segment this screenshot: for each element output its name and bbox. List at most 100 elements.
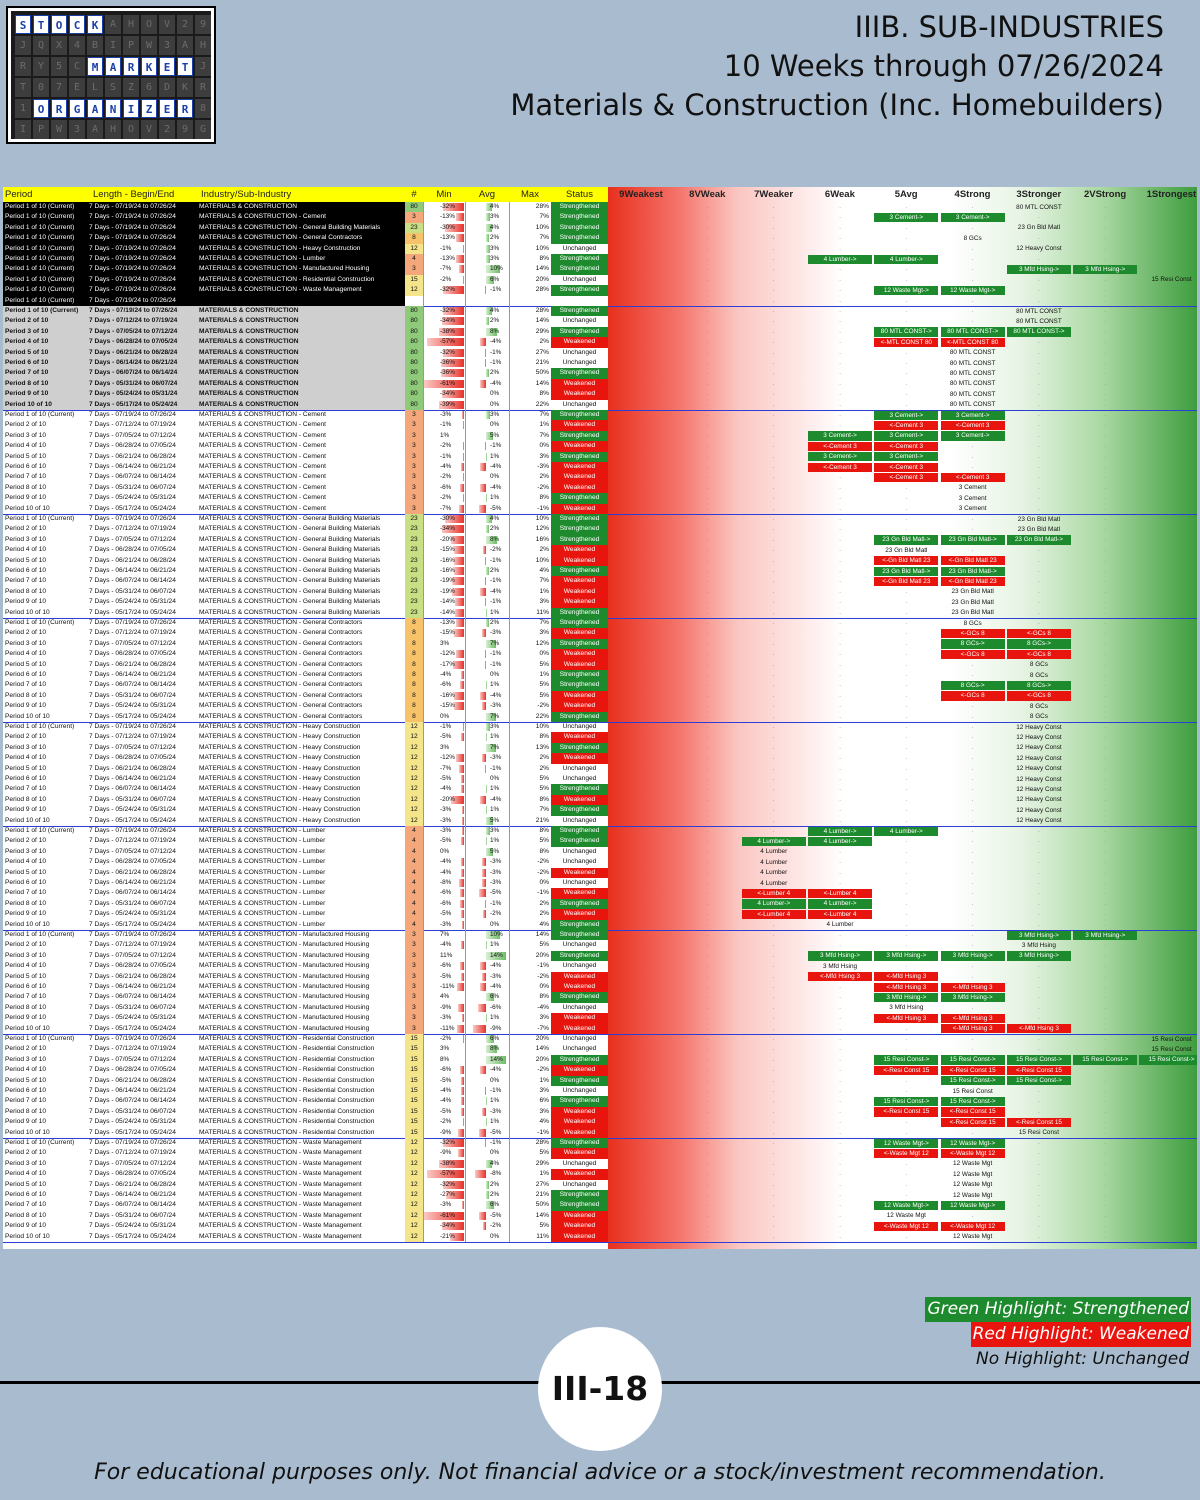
count-cell: 23 bbox=[405, 607, 423, 618]
industry-cell: MATERIALS & CONSTRUCTION bbox=[199, 337, 405, 348]
empty-marker: . bbox=[839, 724, 841, 730]
min-bar bbox=[458, 1003, 464, 1012]
length-cell: 7 Days - 07/19/24 to 07/26/24 bbox=[89, 243, 199, 254]
industry-cell: MATERIALS & CONSTRUCTION - Heavy Constru… bbox=[199, 743, 361, 751]
empty-marker: . bbox=[640, 484, 642, 491]
empty-marker: . bbox=[905, 1025, 908, 1032]
count-cell: 3 bbox=[405, 961, 423, 972]
industry-cell: MATERIALS & CONSTRUCTION - Residential C… bbox=[199, 1128, 375, 1136]
empty-marker: . bbox=[706, 214, 709, 221]
empty-marker: . bbox=[706, 963, 709, 970]
empty-marker: . bbox=[971, 848, 974, 855]
max-cell: -2% bbox=[509, 482, 551, 494]
min-cell: -4% bbox=[423, 784, 465, 795]
empty-marker: . bbox=[1170, 1108, 1173, 1115]
empty-marker: . bbox=[839, 1015, 841, 1022]
strength-label: <-GCs 8 bbox=[1006, 628, 1072, 639]
max-cell: 3% bbox=[509, 1086, 551, 1097]
header-zone-1: 8VWeak bbox=[689, 189, 726, 200]
avg-cell: 0% bbox=[465, 670, 509, 681]
avg-value: -1% bbox=[490, 286, 502, 294]
min-cell: -9% bbox=[423, 1148, 465, 1159]
min-value: -16% bbox=[440, 567, 455, 574]
count-cell: 8 bbox=[405, 233, 423, 244]
industry-cell: MATERIALS & CONSTRUCTION - Waste Managem… bbox=[199, 1211, 362, 1219]
avg-value: 3% bbox=[490, 827, 500, 834]
min-value: -36% bbox=[440, 359, 455, 366]
empty-marker: . bbox=[640, 1202, 642, 1209]
min-value: -2% bbox=[440, 442, 452, 450]
industry-cell: MATERIALS & CONSTRUCTION - Manufactured … bbox=[199, 931, 370, 938]
min-bar bbox=[460, 899, 464, 908]
strength-label: 23 Gn Bld Matl bbox=[885, 546, 928, 554]
empty-marker: . bbox=[772, 724, 775, 730]
empty-marker: . bbox=[971, 1212, 974, 1219]
empty-marker: . bbox=[640, 1223, 642, 1230]
empty-marker: . bbox=[905, 484, 908, 491]
status-badge: Strengthened bbox=[551, 670, 608, 681]
empty-marker: . bbox=[839, 474, 841, 481]
table-row: Period 5 of 10 7 Days - 06/21/24 to 06/28… bbox=[3, 1179, 1197, 1190]
logo-letter: X bbox=[51, 36, 67, 55]
avg-bar bbox=[486, 1097, 488, 1106]
empty-marker: . bbox=[1038, 620, 1040, 626]
avg-cell: 1% bbox=[465, 784, 509, 795]
status-badge: Strengthened bbox=[551, 836, 608, 847]
status-badge: Weakened bbox=[551, 545, 608, 556]
empty-marker: . bbox=[706, 318, 709, 325]
max-cell: 0% bbox=[509, 982, 551, 993]
empty-marker: . bbox=[1170, 1088, 1173, 1094]
strength-label: 12 Heavy Const bbox=[1016, 817, 1062, 825]
avg-bar bbox=[486, 275, 495, 284]
empty-marker: . bbox=[772, 1088, 775, 1094]
length-cell: 7 Days - 05/17/24 to 05/24/24 bbox=[89, 608, 176, 616]
period-cell: Period 10 of 10 bbox=[5, 920, 50, 928]
empty-marker: . bbox=[640, 994, 642, 1001]
count-cell: 23 bbox=[405, 576, 423, 587]
min-value: -32% bbox=[440, 286, 455, 294]
min-bar bbox=[461, 463, 464, 471]
min-value: -3% bbox=[440, 806, 452, 814]
legend-unchanged: No Highlight: Unchanged bbox=[976, 1349, 1189, 1369]
strength-label: 23 Gn Bld Matl bbox=[951, 609, 994, 617]
empty-marker: . bbox=[706, 713, 709, 720]
avg-value: -3% bbox=[490, 754, 502, 762]
length-cell: 7 Days - 07/12/24 to 07/19/24 bbox=[89, 316, 199, 327]
empty-marker: . bbox=[772, 973, 775, 980]
avg-bar bbox=[486, 244, 491, 253]
empty-marker: . bbox=[1170, 516, 1173, 522]
period-cell: Period 10 of 10 bbox=[5, 1128, 50, 1136]
industry-cell: MATERIALS & CONSTRUCTION - Waste Managem… bbox=[199, 1159, 362, 1167]
strength-label: 23 Gn Bld Matl bbox=[951, 588, 994, 596]
table-row: Period 6 of 10 7 Days - 06/14/24 to 06/21… bbox=[3, 566, 1197, 577]
empty-marker: . bbox=[1104, 443, 1107, 450]
length-cell: 7 Days - 05/17/24 to 05/24/24 bbox=[89, 1128, 176, 1136]
empty-marker: . bbox=[1170, 214, 1173, 221]
empty-marker: . bbox=[1170, 1025, 1173, 1032]
min-cell: -6% bbox=[423, 1065, 465, 1076]
avg-value: -1% bbox=[490, 764, 502, 772]
min-bar bbox=[456, 983, 464, 991]
table-row: Period 2 of 10 7 Days - 07/12/24 to 07/19… bbox=[3, 1044, 1197, 1055]
max-cell: 14% bbox=[509, 1210, 551, 1222]
avg-cell: -4% bbox=[465, 482, 509, 494]
header-zone-5: 4Strong bbox=[954, 189, 991, 200]
empty-marker: . bbox=[1170, 952, 1173, 959]
min-bar bbox=[460, 1066, 464, 1075]
empty-marker: . bbox=[706, 568, 709, 574]
industry-cell: MATERIALS & CONSTRUCTION - Lumber bbox=[199, 837, 326, 845]
empty-marker: . bbox=[905, 391, 908, 398]
avg-value: 8% bbox=[490, 327, 500, 335]
empty-marker: . bbox=[640, 817, 642, 824]
avg-bar bbox=[484, 577, 486, 586]
avg-value: 1% bbox=[490, 837, 500, 845]
period-cell: Period 4 of 10 bbox=[3, 337, 89, 348]
empty-marker: . bbox=[706, 620, 709, 626]
logo-letter: H bbox=[195, 36, 211, 55]
avg-value: 4% bbox=[490, 223, 500, 231]
min-value: -7% bbox=[440, 764, 452, 772]
empty-marker: . bbox=[706, 401, 709, 408]
empty-marker: . bbox=[1170, 568, 1173, 574]
min-value: 1% bbox=[440, 431, 450, 439]
min-cell: -38% bbox=[423, 326, 465, 338]
